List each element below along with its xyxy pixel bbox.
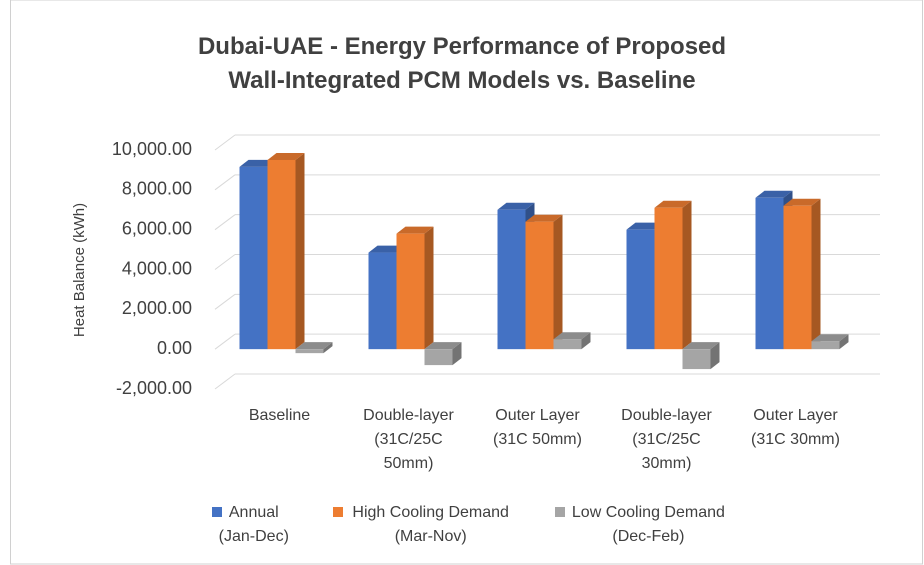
bar (783, 205, 812, 350)
bar-top (654, 200, 692, 208)
bar-side (323, 342, 333, 354)
legend-label: Low Cooling Demand (Dec-Feb) (572, 504, 725, 545)
bar-top (239, 159, 277, 167)
y-tick-label: 0.00 (157, 338, 192, 358)
bar (755, 197, 784, 350)
x-tick-label: Outer Layer (31C 30mm) (751, 407, 840, 448)
legend-swatch (212, 507, 222, 517)
legend-label: Annual (Jan-Dec) (219, 504, 289, 545)
bar-side (424, 226, 434, 350)
bar (525, 221, 554, 350)
bar-top (424, 342, 462, 350)
bar (811, 341, 840, 350)
bar (239, 166, 268, 350)
bar-top (368, 245, 406, 253)
grid-line-side (214, 174, 236, 191)
bar (626, 229, 655, 350)
bar (396, 233, 425, 350)
bar-top (811, 334, 849, 342)
legend-swatch (555, 507, 565, 517)
bar-side (553, 214, 563, 350)
y-tick-label: 10,000.00 (112, 139, 192, 159)
x-tick-label: Double-layer (31C/25C 30mm) (621, 407, 712, 472)
bar-top (682, 342, 720, 350)
chart-title: Dubai-UAE - Energy Performance of Propos… (198, 33, 726, 94)
y-tick-label: 2,000.00 (122, 298, 192, 318)
grid-line-side (214, 333, 236, 350)
bar-side (682, 200, 692, 350)
bar-top (525, 214, 563, 222)
x-tick-label: Outer Layer (31C 50mm) (493, 407, 582, 448)
bar-side (811, 198, 821, 350)
bar-top (755, 190, 793, 198)
y-tick-label: 4,000.00 (122, 258, 192, 278)
bar (497, 209, 526, 350)
bar (682, 349, 711, 370)
x-tick-label: Double-layer (31C/25C 50mm) (363, 407, 454, 472)
grid-line-side (214, 373, 236, 390)
bar-side (839, 334, 849, 350)
legend-swatch (333, 507, 343, 517)
bar-top (267, 152, 305, 160)
bar (295, 349, 324, 354)
y-tick-label: 6,000.00 (122, 218, 192, 238)
bar (424, 349, 453, 366)
bar (368, 252, 397, 350)
bar-top (295, 342, 333, 350)
grid-line-side (214, 293, 236, 310)
bar-top (626, 222, 664, 230)
bar (654, 207, 683, 350)
y-tick-label: -2,000.00 (116, 378, 192, 398)
bar-top (396, 226, 434, 234)
bar-top (553, 332, 591, 340)
grid-line-side (214, 254, 236, 270)
x-tick-label: Baseline (249, 407, 310, 424)
bar-top (783, 198, 821, 206)
bar (267, 159, 296, 350)
grid-line-side (214, 214, 236, 231)
y-tick-label: 8,000.00 (122, 179, 192, 199)
y-axis-label: Heat Balance (kWh) (71, 203, 88, 337)
bar (553, 339, 582, 350)
legend-label: High Cooling Demand (Mar-Nov) (352, 504, 509, 545)
bar-side (581, 332, 591, 350)
bar-top (497, 202, 535, 210)
grid-line-side (214, 134, 236, 151)
bar-side (295, 152, 305, 350)
bar-side (710, 342, 720, 370)
bar-side (452, 342, 462, 366)
